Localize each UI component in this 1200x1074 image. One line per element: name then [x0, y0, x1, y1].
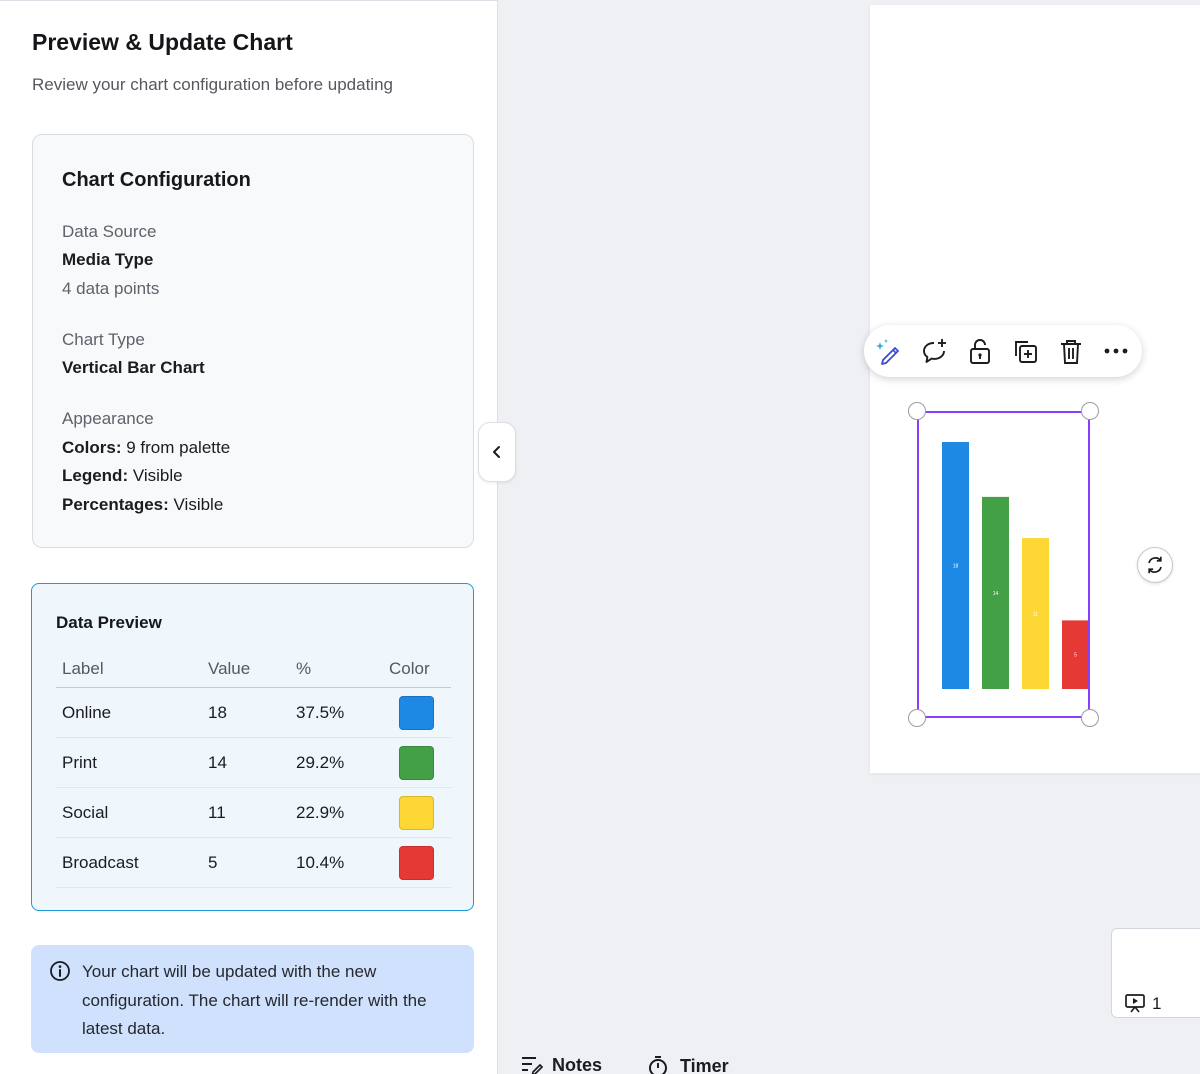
row-percent: 37.5%: [296, 702, 345, 722]
duplicate-icon: [1015, 341, 1037, 363]
row-value: 18: [208, 702, 227, 722]
data-preview-title: Data Preview: [56, 613, 162, 632]
row-value: 11: [208, 802, 226, 822]
table-row: Print 14 29.2%: [56, 738, 451, 788]
rotate-icon: [1148, 556, 1162, 574]
percentages-key: Percentages:: [62, 495, 169, 514]
bar-data-label: 14: [993, 591, 999, 597]
element-toolbar: [864, 325, 1142, 377]
data-points-count: 4 data points: [62, 279, 160, 298]
info-notice: Your chart will be updated with the new …: [31, 945, 474, 1053]
data-preview-table: Label Value % Color Online 18 37.5% Print 14…: [56, 650, 451, 888]
appearance-label: Appearance: [62, 409, 154, 428]
legend-key: Legend:: [62, 466, 129, 485]
bar-data-label: 18: [953, 564, 959, 570]
page-thumbnail[interactable]: 1: [1111, 928, 1200, 1018]
color-swatch[interactable]: [399, 695, 434, 730]
colors-value: 9 from palette: [126, 438, 231, 457]
colors-key: Colors:: [62, 438, 122, 457]
panel-title: Preview & Update Chart: [32, 29, 293, 55]
table-header-row: Label Value % Color: [56, 650, 451, 688]
notes-icon: [522, 1057, 544, 1074]
row-percent: 22.9%: [296, 802, 345, 822]
color-swatch[interactable]: [399, 795, 434, 830]
timer-button[interactable]: Timer: [646, 1054, 729, 1074]
row-label: Broadcast: [62, 852, 139, 872]
colors-setting: Colors: 9 from palette: [62, 438, 230, 458]
info-text: Your chart will be updated with the new …: [82, 962, 427, 1038]
resize-handle-top-right[interactable]: [1081, 402, 1099, 420]
row-label: Print: [62, 752, 97, 772]
collapse-panel-button[interactable]: [478, 422, 516, 482]
header-percent: %: [296, 658, 312, 678]
rotate-button[interactable]: [1137, 547, 1173, 583]
header-value: Value: [208, 658, 251, 678]
chart-type-label: Chart Type: [62, 330, 145, 349]
table-row: Online 18 37.5%: [56, 688, 451, 738]
notes-label: Notes: [552, 1054, 603, 1074]
unlock-icon: [970, 339, 990, 364]
table-row: Social 11 22.9%: [56, 788, 451, 838]
add-comment-button[interactable]: [919, 335, 951, 367]
bar-social: [1022, 538, 1049, 689]
legend-setting: Legend: Visible: [62, 466, 183, 486]
delete-button[interactable]: [1055, 335, 1087, 367]
data-source-label: Data Source: [62, 222, 157, 241]
row-percent: 29.2%: [296, 752, 345, 772]
unlock-button[interactable]: [964, 335, 996, 367]
add-comment-icon: [923, 339, 946, 363]
header-color: Color: [389, 658, 430, 678]
bar-chart[interactable]: 18 14 11 5: [930, 430, 1095, 695]
panel-subtitle: Review your chart configuration before u…: [32, 75, 393, 94]
info-icon: [50, 961, 70, 981]
chart-type-value: Vertical Bar Chart: [62, 358, 205, 377]
selection-box[interactable]: [917, 411, 1090, 718]
percentages-setting: Percentages: Visible: [62, 495, 223, 515]
row-label: Social: [62, 802, 109, 822]
data-source-value: Media Type: [62, 250, 154, 269]
preview-panel: Preview & Update Chart Review your chart…: [0, 0, 498, 1074]
legend-value: Visible: [132, 466, 183, 485]
timer-icon: [649, 1056, 667, 1074]
color-swatch[interactable]: [399, 845, 434, 880]
row-percent: 10.4%: [296, 852, 345, 872]
duplicate-button[interactable]: [1009, 335, 1041, 367]
data-preview-card: Data Preview Label Value % Color Online 1…: [31, 583, 474, 911]
more-options-button[interactable]: [1100, 335, 1132, 367]
resize-handle-bottom-left[interactable]: [908, 709, 926, 727]
notes-button[interactable]: Notes: [520, 1054, 602, 1074]
row-label: Online: [62, 702, 112, 722]
bar-data-label: 5: [1074, 653, 1077, 659]
bar-online: [942, 442, 969, 689]
percentages-value: Visible: [173, 495, 224, 514]
row-value: 14: [208, 752, 227, 772]
timer-label: Timer: [680, 1055, 729, 1074]
config-title: Chart Configuration: [62, 169, 251, 191]
table-body: Online 18 37.5% Print 14 29.2% Social 11 22.9% Br…: [56, 688, 451, 888]
chevron-left-icon: [493, 446, 500, 458]
magic-edit-button[interactable]: [873, 335, 905, 367]
bar-broadcast: [1062, 620, 1089, 689]
magic-edit-icon: [876, 339, 899, 365]
color-swatch[interactable]: [399, 745, 434, 780]
table-row: Broadcast 5 10.4%: [56, 838, 451, 888]
resize-handle-bottom-right[interactable]: [1081, 709, 1099, 727]
more-icon: [1104, 348, 1128, 354]
page-number: 1: [1152, 994, 1162, 1013]
delete-icon: [1061, 340, 1081, 364]
bar-print: [982, 496, 1009, 689]
chart-configuration-card: Chart Configuration Data Source Media Ty…: [32, 134, 474, 548]
bar-data-label: 11: [1033, 612, 1038, 618]
row-value: 5: [208, 852, 218, 872]
resize-handle-top-left[interactable]: [908, 402, 926, 420]
presentation-icon: [1125, 994, 1145, 1013]
header-label: Label: [62, 658, 104, 678]
